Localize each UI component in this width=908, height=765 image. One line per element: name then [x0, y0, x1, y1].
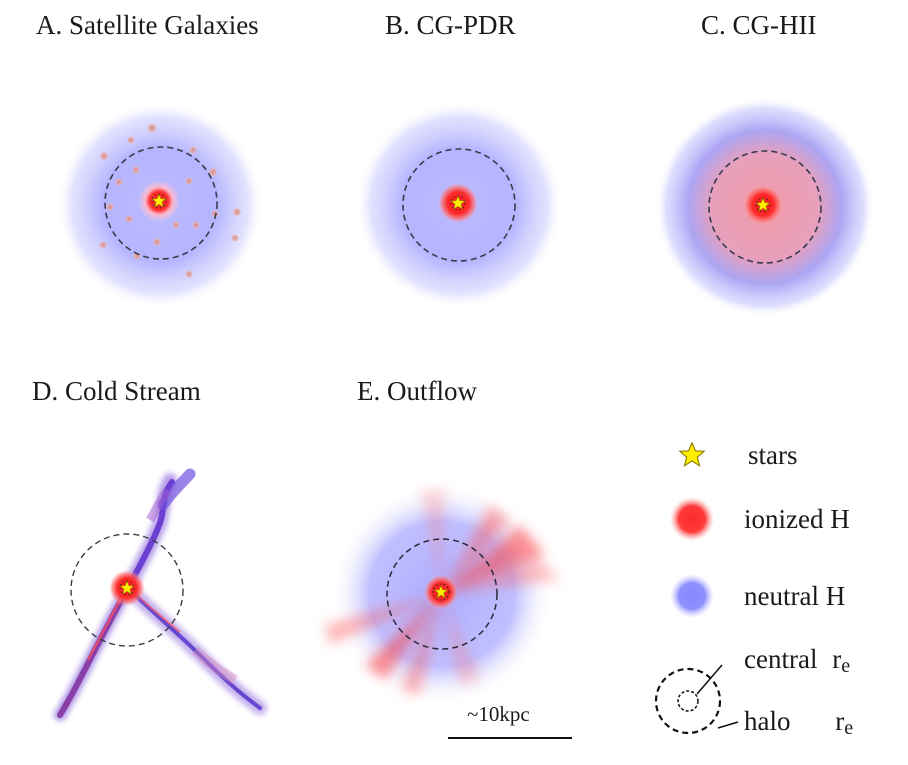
halo-re-circle-c — [708, 150, 822, 264]
legend-central-text: central — [744, 644, 818, 674]
legend-halo-text: halo — [744, 706, 791, 736]
legend-ionized-label: ionized H — [744, 504, 850, 534]
legend-central-leader — [696, 664, 723, 695]
legend-halo-leader — [717, 721, 739, 729]
legend-neutral-label: neutral H — [744, 581, 846, 611]
cold-stream-filaments — [54, 468, 267, 721]
legend-ionized-swatch — [670, 497, 714, 541]
panel-b-diagram — [355, 101, 563, 309]
panel-e-diagram — [325, 482, 572, 739]
legend-neutral-swatch — [670, 574, 714, 618]
panel-d-title: D. Cold Stream — [32, 376, 201, 406]
re-r: r — [832, 644, 842, 674]
halo-re-circle-e — [386, 538, 498, 650]
outflow-cones — [325, 488, 560, 695]
central-re-circle-e — [432, 583, 450, 601]
legend-halo-circle — [654, 667, 722, 735]
satellite-galaxies — [99, 123, 242, 278]
panel-c-title: C. CG-HII — [701, 10, 817, 40]
panel-d-diagram — [54, 468, 267, 721]
legend-central-re: re — [832, 644, 851, 677]
panel-e-title: E. Outflow — [357, 376, 477, 406]
legend-star-icon — [679, 442, 705, 467]
scale-bar-label: ~10kpc — [467, 702, 530, 726]
re-r: r — [835, 706, 845, 736]
re-sub: e — [844, 717, 854, 739]
halo-re-circle-b — [402, 148, 516, 262]
panel-a-title: A. Satellite Galaxies — [36, 10, 259, 40]
legend-central-label: central re — [744, 644, 850, 678]
legend-graphics — [654, 442, 739, 735]
legend-halo-re: re — [835, 706, 854, 739]
legend-stars-label: stars — [748, 440, 798, 470]
panel-a-diagram — [56, 101, 264, 309]
legend-halo-label: halo re — [744, 706, 853, 740]
re-sub: e — [841, 655, 851, 677]
panel-b-title: B. CG-PDR — [385, 10, 516, 40]
panel-c-diagram — [655, 97, 875, 317]
halo-re-circle-d — [70, 533, 184, 647]
legend-central-circle — [677, 690, 699, 712]
halo-re-circle-a — [104, 146, 218, 260]
